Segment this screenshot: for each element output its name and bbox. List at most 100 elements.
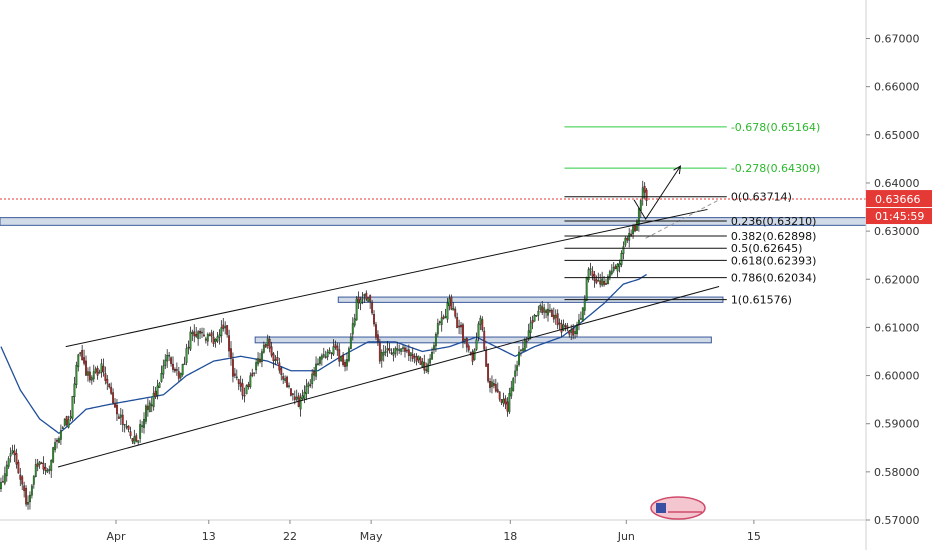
candle (458, 319, 461, 335)
candle-body (106, 378, 109, 384)
candle (355, 296, 358, 321)
candle-body (425, 369, 428, 371)
candle-body (626, 237, 629, 241)
candle-body (17, 462, 20, 474)
candle (351, 317, 354, 341)
candle (152, 386, 155, 411)
candle (576, 321, 578, 338)
candle-body (639, 200, 642, 211)
price-tick-label-1: 0.66000 (874, 81, 920, 94)
candle (456, 312, 459, 329)
candle-body (168, 354, 171, 357)
candle-body (193, 331, 196, 337)
candle-body (94, 368, 97, 373)
candle (203, 327, 205, 337)
candle (469, 351, 472, 356)
candles (0, 180, 648, 510)
candle (218, 329, 221, 345)
candle-body (303, 391, 306, 399)
candle-body (595, 279, 598, 284)
candle-body (112, 392, 115, 404)
candle (487, 362, 490, 384)
candle (431, 347, 433, 360)
candle (241, 378, 244, 400)
candle (206, 332, 209, 346)
candle-body (1, 481, 4, 483)
candle-body (369, 295, 372, 302)
candle (15, 448, 18, 469)
candle-body (365, 292, 368, 300)
candle-body (471, 351, 474, 362)
candle (568, 329, 571, 338)
candle-body (131, 438, 134, 442)
candle-body (390, 352, 393, 354)
candle (210, 329, 213, 343)
candle-body (338, 349, 341, 362)
candle (48, 465, 51, 475)
candle-body (158, 382, 161, 388)
candle (38, 460, 41, 469)
candle (77, 353, 80, 372)
candle-body (139, 424, 142, 439)
candle-body (88, 371, 91, 381)
candle-body (85, 360, 87, 376)
candle (125, 420, 128, 430)
candle (491, 375, 493, 394)
candle (614, 264, 617, 270)
candle (259, 352, 261, 364)
candle (239, 375, 242, 392)
candle (98, 369, 101, 374)
candle-body (506, 401, 509, 412)
candle (520, 349, 522, 357)
candle-body (44, 466, 47, 472)
candle-body (610, 270, 613, 275)
candle (36, 459, 39, 472)
candle-body (40, 462, 43, 464)
candle (429, 354, 432, 367)
candle-body (237, 379, 240, 384)
candle-body (104, 373, 107, 381)
candle (40, 461, 43, 464)
candle-body (63, 418, 66, 426)
candle-body (0, 482, 2, 490)
candle-body (417, 355, 420, 361)
candle (228, 329, 230, 358)
candle (137, 440, 140, 446)
candle-body (363, 294, 366, 296)
candle (330, 352, 333, 360)
candle-body (516, 365, 519, 371)
candle-body (288, 385, 290, 387)
candle (231, 352, 234, 383)
candle (344, 359, 346, 372)
candle-body (465, 337, 468, 348)
price-tick-label-9: 0.58000 (874, 466, 920, 479)
candle (156, 379, 159, 400)
candle (618, 259, 621, 273)
candle-body (187, 346, 190, 349)
candle (7, 456, 10, 469)
candle (610, 264, 613, 276)
candle (313, 366, 316, 382)
candle (255, 358, 258, 374)
candle-body (152, 392, 155, 408)
candle-body (620, 252, 623, 265)
candle (518, 345, 520, 367)
candle (276, 350, 279, 364)
candle (42, 456, 45, 475)
candle (230, 341, 232, 366)
candle (257, 352, 259, 367)
candle (363, 293, 366, 304)
candle-body (257, 358, 259, 365)
candle-body (545, 310, 548, 313)
candle (402, 344, 404, 352)
candle (96, 365, 99, 380)
candle-body (32, 476, 35, 485)
candle (71, 395, 74, 421)
candle (328, 347, 331, 355)
candle-body (100, 363, 103, 373)
candle-body (518, 351, 520, 365)
candle-body (260, 351, 263, 362)
candle (473, 348, 476, 361)
price-tick-label-6: 0.61000 (874, 321, 920, 334)
